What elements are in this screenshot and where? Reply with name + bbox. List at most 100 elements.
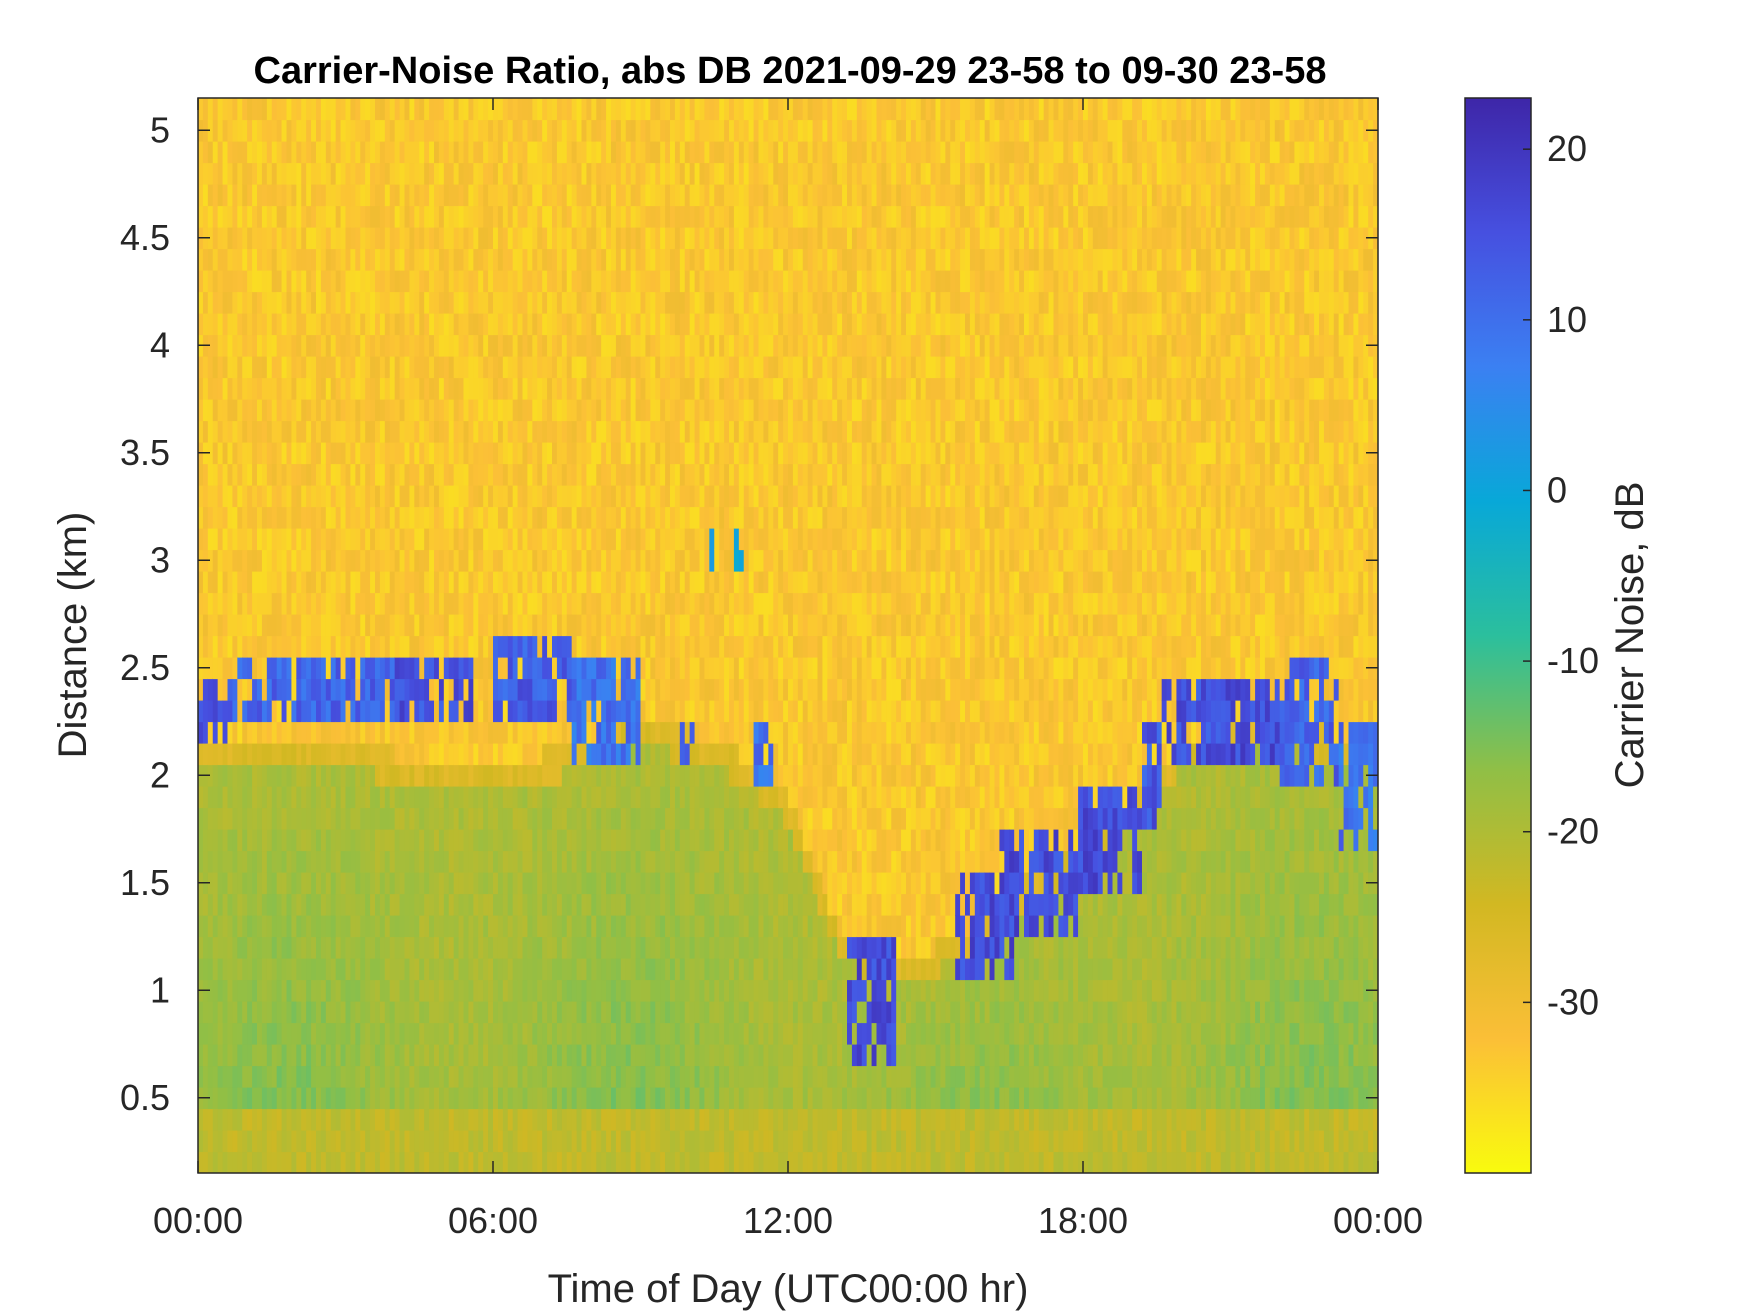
heatmap-cell [453,936,460,959]
heatmap-cell [384,248,391,271]
heatmap-cell [370,248,376,271]
heatmap-cell [561,592,568,615]
heatmap-cell [547,141,553,164]
heatmap-cell [306,1108,312,1131]
heatmap-cell [640,614,647,637]
heatmap-cell [606,248,612,271]
heatmap-cell [281,678,288,701]
heatmap-cell [517,764,524,787]
heatmap-cell [512,1001,519,1024]
heatmap-cell [247,98,253,121]
heatmap-cell [507,528,514,551]
heatmap-cell [365,979,371,1002]
heatmap-cell [237,958,243,981]
heatmap-cell [335,506,342,529]
heatmap-cell [522,635,529,658]
heatmap-cell [355,184,361,207]
heatmap-cell [655,979,661,1002]
heatmap-cell [438,893,445,916]
heatmap-cell [429,936,435,959]
heatmap-cell [375,442,381,465]
heatmap-cell [232,829,238,852]
heatmap-cell [655,635,661,658]
heatmap-cell [434,592,440,615]
heatmap-cell [424,1130,430,1153]
heatmap-cell [483,377,489,400]
heatmap-cell [547,270,553,293]
heatmap-cell [365,1151,371,1173]
heatmap-cell [611,356,617,379]
heatmap-cell [483,829,489,852]
heatmap-cell [497,1130,504,1153]
heatmap-cell [483,1044,489,1067]
heatmap-cell [488,1130,494,1153]
heatmap-cell [576,1087,583,1110]
heatmap-cell [207,678,214,701]
heatmap-cell [473,248,479,271]
heatmap-cell [458,764,465,787]
heatmap-cell [620,872,627,895]
heatmap-cell [404,420,411,443]
heatmap-cell [660,205,666,228]
heatmap-cell [325,657,332,680]
heatmap-cell [463,1087,470,1110]
heatmap-cell [679,184,686,207]
heatmap-cell [571,1108,578,1131]
heatmap-cell [615,528,622,551]
heatmap-cell [384,635,391,658]
heatmap-cell [468,1108,474,1131]
heatmap-cell [419,334,425,357]
heatmap-cell [276,184,283,207]
heatmap-cell [335,141,342,164]
heatmap-cell [296,205,302,228]
heatmap-cell [665,678,671,701]
heatmap-cell [394,635,401,658]
heatmap-cell [458,420,465,443]
heatmap-cell [438,592,445,615]
heatmap-cell [325,506,332,529]
heatmap-cell [384,485,391,508]
heatmap-cell [527,829,533,852]
heatmap-cell [679,1108,686,1131]
heatmap-cell [640,1108,647,1131]
heatmap-cell [670,506,676,529]
heatmap-cell [429,1022,435,1045]
heatmap-cell [512,614,519,637]
heatmap-cell [370,1151,376,1173]
heatmap-cell [468,1087,474,1110]
heatmap-cell [581,936,588,959]
heatmap-cell [227,291,234,314]
heatmap-cell [497,786,504,809]
heatmap-cell [389,592,396,615]
heatmap-cell [674,377,681,400]
heatmap-cell [625,614,632,637]
heatmap-cell [561,829,568,852]
heatmap-cell [296,614,302,637]
heatmap-cell [379,764,386,787]
heatmap-cell [232,979,238,1002]
heatmap-cell [448,743,455,766]
heatmap-cell [320,549,327,572]
heatmap-cell [271,571,278,594]
heatmap-cell [389,915,396,938]
heatmap-cell [615,377,622,400]
heatmap-cell [483,528,489,551]
heatmap-cell [497,678,504,701]
heatmap-cell [311,743,317,766]
heatmap-cell [266,678,273,701]
heatmap-cell [375,678,381,701]
heatmap-cell [512,721,519,744]
heatmap-cell [488,356,494,379]
heatmap-cell [679,635,686,658]
heatmap-cell [596,248,602,271]
heatmap-cell [429,377,435,400]
heatmap-cell [242,1001,248,1024]
heatmap-cell [434,571,440,594]
heatmap-cell [532,786,538,809]
heatmap-cell [330,1022,337,1045]
heatmap-cell [645,506,651,529]
heatmap-cell [493,635,499,658]
heatmap-cell [674,356,681,379]
heatmap-cell [576,399,583,422]
heatmap-cell [227,1001,234,1024]
